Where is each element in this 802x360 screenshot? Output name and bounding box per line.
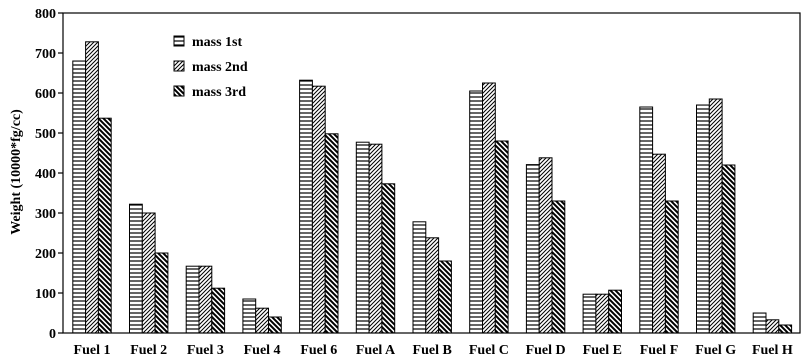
bar-fuel-d-mass-3rd: [551, 200, 566, 334]
y-tick-label: 200: [35, 247, 56, 262]
y-axis: 0 100 200 300 400 500 600 700 800: [35, 7, 63, 342]
y-tick-label: 600: [35, 87, 56, 102]
bars: [72, 41, 793, 334]
legend-swatch: [173, 35, 185, 47]
bar-fuel-f-mass-3rd: [664, 200, 679, 334]
bar-fuel-4-mass-2nd: [255, 307, 269, 334]
x-tick-label: Fuel C: [469, 343, 509, 358]
bar-fuel-3-mass-3rd: [211, 287, 226, 334]
bar-fuel-1-mass-1st: [72, 60, 87, 334]
y-tick-label: 800: [35, 7, 56, 22]
bar-fuel-c-mass-3rd: [494, 140, 509, 334]
bar-fuel-g-mass-1st: [696, 104, 710, 334]
bar-fuel-h-mass-1st: [752, 312, 767, 334]
y-tick-label: 500: [35, 127, 56, 142]
y-tick-label: 0: [49, 327, 56, 342]
legend-label: mass 3rd: [192, 85, 246, 100]
bar-fuel-1-mass-2nd: [85, 41, 99, 334]
bar-fuel-d-mass-2nd: [538, 157, 553, 334]
x-tick-label: Fuel A: [356, 343, 396, 358]
bar-fuel-1-mass-3rd: [97, 117, 112, 334]
bar-fuel-a-mass-2nd: [368, 143, 383, 334]
x-tick-label: Fuel 3: [187, 343, 224, 358]
y-tick-label: 700: [35, 47, 56, 62]
bar-fuel-h-mass-2nd: [765, 319, 780, 334]
bar-fuel-a-mass-1st: [355, 141, 370, 334]
bar-fuel-h-mass-3rd: [778, 324, 793, 334]
bar-fuel-g-mass-3rd: [721, 164, 736, 334]
x-tick-label: Fuel E: [583, 343, 622, 358]
x-tick-label: Fuel D: [526, 343, 566, 358]
legend-label: mass 2nd: [192, 60, 248, 75]
legend: mass 1st mass 2nd mass 3rd: [173, 35, 248, 100]
bar-fuel-e-mass-2nd: [595, 293, 610, 334]
bar-fuel-6-mass-3rd: [324, 133, 339, 334]
x-tick-label: Fuel 2: [130, 343, 167, 358]
x-tick-label: Fuel F: [640, 343, 679, 358]
bar-fuel-e-mass-3rd: [608, 289, 623, 334]
plot-frame: [62, 12, 801, 334]
bar-fuel-f-mass-1st: [639, 106, 654, 334]
bar-fuel-c-mass-1st: [469, 90, 484, 334]
bar-fuel-6-mass-2nd: [311, 85, 326, 334]
bar-fuel-d-mass-1st: [525, 164, 540, 334]
bar-fuel-2-mass-2nd: [141, 212, 156, 334]
legend-swatch: [173, 60, 185, 72]
x-tick-label: Fuel B: [413, 343, 452, 358]
bar-fuel-4-mass-1st: [242, 298, 257, 334]
bar-fuel-2-mass-3rd: [154, 252, 169, 334]
bar-fuel-6-mass-1st: [299, 79, 313, 334]
bar-fuel-f-mass-2nd: [652, 153, 666, 334]
x-tick-label: Fuel H: [752, 343, 793, 358]
bar-fuel-4-mass-3rd: [268, 316, 282, 334]
x-tick-label: Fuel 1: [74, 343, 111, 358]
x-tick-label: Fuel G: [695, 343, 736, 358]
legend-swatch: [173, 85, 185, 97]
bar-fuel-b-mass-3rd: [438, 260, 452, 334]
bar-fuel-2-mass-1st: [129, 203, 143, 334]
bar-fuel-e-mass-1st: [582, 293, 597, 334]
y-tick-label: 400: [35, 167, 56, 182]
y-tick-label: 300: [35, 207, 56, 222]
bar-fuel-c-mass-2nd: [482, 82, 496, 334]
bar-fuel-a-mass-3rd: [381, 183, 396, 334]
bar-fuel-b-mass-1st: [412, 221, 427, 334]
x-tick-label: Fuel 4: [244, 343, 281, 358]
y-tick-label: 100: [35, 287, 56, 302]
legend-label: mass 1st: [192, 35, 243, 50]
x-tick-label: Fuel 6: [300, 343, 337, 358]
y-axis-title: Weight (10000*fg/cc): [9, 109, 24, 235]
x-axis: Fuel 1 Fuel 2 Fuel 3 Fuel 4 Fuel 6 Fuel A Fuel…: [74, 343, 793, 358]
bar-fuel-b-mass-2nd: [425, 237, 440, 334]
bar-fuel-3-mass-1st: [185, 265, 200, 334]
bar-fuel-g-mass-2nd: [708, 98, 723, 334]
bar-fuel-3-mass-2nd: [198, 265, 213, 334]
